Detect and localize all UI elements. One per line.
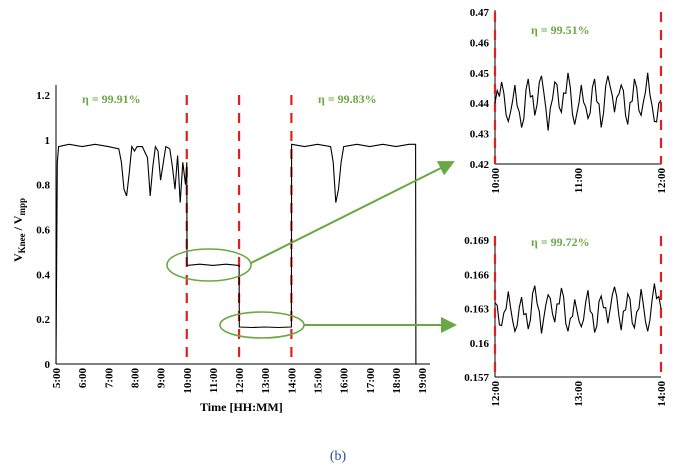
y-tick-label: 0.16 xyxy=(470,338,490,350)
main-eta-left-label: η = 99.91% xyxy=(82,92,141,106)
y-tick-label: 0.163 xyxy=(464,304,489,316)
x-tick-label: 13:00 xyxy=(573,381,585,407)
zoom-bottom-chart: 0.157 0.16 0.163 0.166 0.169 12:00 13:00 14:00… xyxy=(464,235,668,407)
zoom-top-eta-label: η = 99.51% xyxy=(531,23,590,37)
zoom-top-y-ticks: 0.42 0.43 0.44 0.45 0.46 0.47 xyxy=(470,7,490,171)
x-tick-label: 14:00 xyxy=(656,381,668,407)
x-tick-label: 18:00 xyxy=(391,368,403,394)
x-tick-label: 17:00 xyxy=(365,368,377,394)
main-chart: 0 0.2 0.4 0.6 0.8 1 1.2 5:00 6:00 7:00 8:00 9:00 10… xyxy=(11,85,457,414)
x-tick-label: 15:00 xyxy=(313,368,325,394)
y-tick-label: 0.157 xyxy=(464,372,489,384)
y-tick-label: 0.43 xyxy=(470,129,490,141)
x-tick-label: 16:00 xyxy=(339,368,351,394)
x-tick-label: 10:00 xyxy=(182,368,194,394)
y-label-slash: / V xyxy=(11,215,25,233)
y-tick-label: 0.169 xyxy=(464,235,489,247)
zoom-top-series-line xyxy=(494,72,662,131)
y-tick-label: 0.166 xyxy=(464,269,489,281)
y-tick-label: 0.6 xyxy=(36,225,50,237)
main-series-line xyxy=(55,143,417,365)
highlight-ellipse-upper xyxy=(166,248,252,282)
x-tick-label: 9:00 xyxy=(156,368,168,389)
zoom-bottom-series-line xyxy=(494,283,662,334)
y-tick-label: 0.42 xyxy=(470,159,490,171)
x-tick-label: 12:00 xyxy=(234,368,246,394)
x-tick-label: 11:00 xyxy=(573,168,585,194)
y-tick-label: 0.8 xyxy=(36,180,50,192)
x-tick-label: 6:00 xyxy=(77,368,89,389)
x-tick-label: 13:00 xyxy=(260,368,272,394)
main-x-axis-label: Time [HH:MM] xyxy=(200,400,283,414)
zoom-arrow-upper xyxy=(250,161,455,264)
zoom-bottom-x-ticks: 12:00 13:00 14:00 xyxy=(490,381,668,407)
y-tick-label: 0 xyxy=(45,359,51,371)
y-tick-label: 0.47 xyxy=(470,7,490,19)
zoom-bottom-red-markers xyxy=(493,236,663,377)
x-tick-label: 7:00 xyxy=(103,368,115,389)
x-tick-label: 8:00 xyxy=(129,368,141,389)
y-tick-label: 0.2 xyxy=(36,314,50,326)
y-tick-label: 0.4 xyxy=(36,269,50,281)
zoom-top-red-markers xyxy=(493,12,663,164)
y-tick-label: 0.46 xyxy=(470,37,490,49)
y-tick-label: 0.45 xyxy=(470,68,490,80)
x-tick-label: 12:00 xyxy=(656,168,668,194)
main-y-axis-label: VKnee / Vmpp xyxy=(11,198,27,262)
zoom-top-x-ticks: 10:00 11:00 12:00 xyxy=(490,168,668,194)
main-y-ticks: 0 0.2 0.4 0.6 0.8 1 1.2 xyxy=(36,90,50,371)
y-tick-label: 1.2 xyxy=(36,90,50,102)
main-eta-right-label: η = 99.83% xyxy=(318,92,377,106)
figure-caption: (b) xyxy=(330,449,347,464)
main-x-ticks: 5:00 6:00 7:00 8:00 9:00 10:00 11:00 12:00 13:00… xyxy=(51,368,429,394)
x-tick-label: 12:00 xyxy=(490,381,502,407)
x-tick-label: 19:00 xyxy=(417,368,429,394)
x-tick-label: 11:00 xyxy=(208,368,220,394)
zoom-top-chart: 0.42 0.43 0.44 0.45 0.46 0.47 10:00 11:00 12:00… xyxy=(470,7,668,194)
y-label-sub-mpp: mpp xyxy=(17,198,27,216)
x-tick-label: 14:00 xyxy=(286,368,298,394)
y-label-sub-knee: Knee xyxy=(17,233,27,253)
x-tick-label: 5:00 xyxy=(51,368,63,389)
y-label-v: V xyxy=(11,253,25,262)
zoom-bottom-y-ticks: 0.157 0.16 0.163 0.166 0.169 xyxy=(464,235,489,384)
y-tick-label: 1 xyxy=(45,135,51,147)
x-tick-label: 10:00 xyxy=(490,168,502,194)
zoom-bottom-eta-label: η = 99.72% xyxy=(531,235,590,249)
y-tick-label: 0.44 xyxy=(470,98,490,110)
